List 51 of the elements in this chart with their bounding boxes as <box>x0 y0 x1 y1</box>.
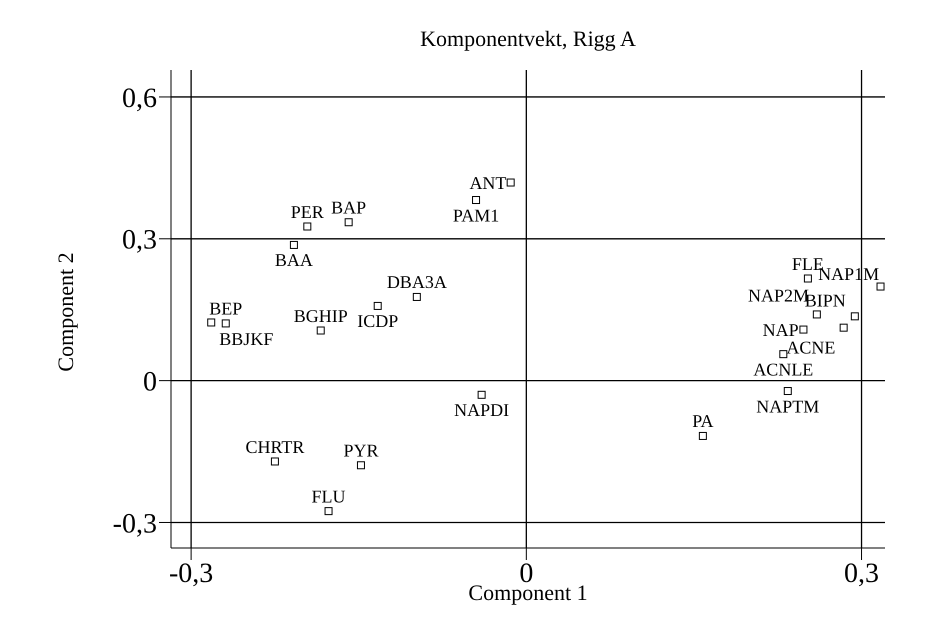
point <box>290 240 298 249</box>
point <box>472 196 480 204</box>
point <box>840 324 848 332</box>
point <box>303 222 312 230</box>
point <box>374 302 382 310</box>
x-tick-label: 0 <box>519 558 534 589</box>
point <box>799 326 808 334</box>
y-tick-label: 0 <box>143 366 157 398</box>
y-axis-title: Component 2 <box>53 252 79 372</box>
chart-title: Komponentvekt, Rigg A <box>419 26 637 52</box>
point <box>412 292 421 301</box>
point <box>850 312 859 320</box>
point <box>207 318 216 326</box>
point <box>316 326 325 335</box>
annotation: ICDP <box>357 311 398 332</box>
point <box>784 387 792 396</box>
annotation: ACNLE <box>753 359 814 380</box>
point <box>506 178 515 187</box>
point <box>779 350 788 358</box>
annotation: BGHIP <box>294 306 348 326</box>
point <box>222 319 230 328</box>
point <box>876 282 885 291</box>
y-tick-label: -0,3 <box>112 508 157 540</box>
annotation: NAPDI <box>454 400 510 420</box>
point <box>698 432 707 440</box>
point <box>344 218 353 226</box>
annotation: FLU <box>312 486 346 506</box>
annotation: CHRTR <box>245 436 304 457</box>
point <box>270 457 279 466</box>
annotation: BAP <box>331 198 366 218</box>
y-tick-label: 0,6 <box>122 82 157 114</box>
annotation: BAA <box>274 250 313 270</box>
annotation: ANT <box>469 172 506 193</box>
annotation: DBA3A <box>386 272 447 292</box>
point <box>478 390 486 399</box>
annotation: PYR <box>343 440 378 461</box>
annotation: ACNE <box>786 337 836 358</box>
y-tick-label: 0,3 <box>122 224 157 256</box>
annotation: PA <box>692 411 714 432</box>
annotation: BBJKF <box>219 328 274 349</box>
point <box>804 274 812 283</box>
x-tick-label: 0,3 <box>844 558 880 589</box>
annotation: PER <box>290 202 324 222</box>
annotation: NAPTM <box>756 396 820 416</box>
annotation: PAM1 <box>452 205 500 226</box>
point <box>356 461 365 470</box>
annotation: NAP <box>762 320 799 340</box>
x-tick-label: -0,3 <box>168 558 214 589</box>
annotation: BEP <box>209 298 242 319</box>
point <box>324 507 333 516</box>
point <box>812 310 821 318</box>
